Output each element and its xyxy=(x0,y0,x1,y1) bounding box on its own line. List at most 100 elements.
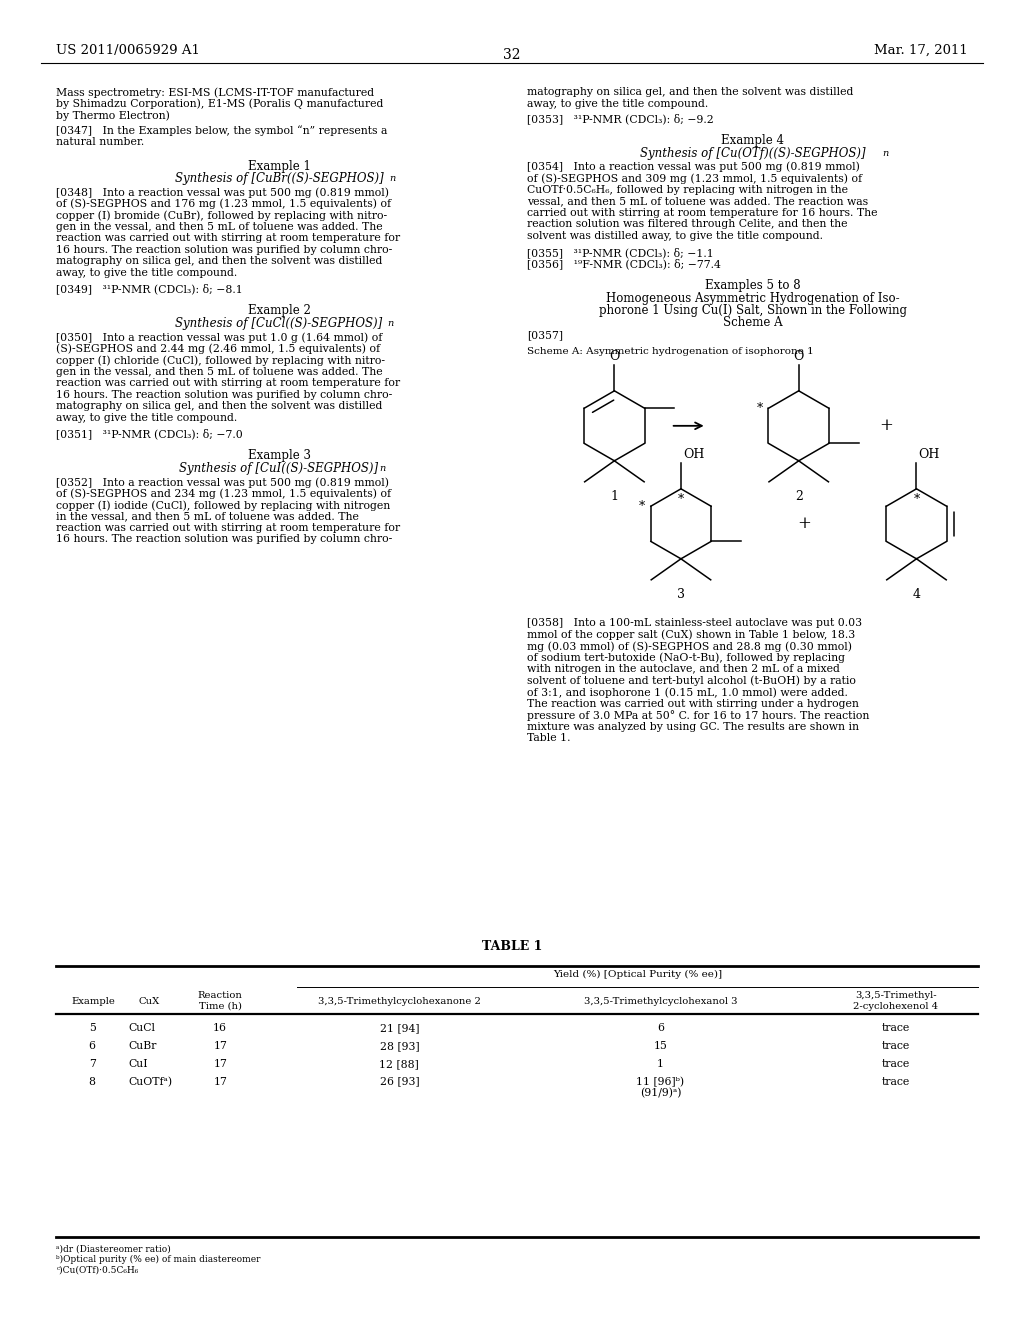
Text: with nitrogen in the autoclave, and then 2 mL of a mixed: with nitrogen in the autoclave, and then… xyxy=(527,664,841,675)
Text: n: n xyxy=(389,174,395,183)
Text: 21 [94]: 21 [94] xyxy=(380,1023,419,1034)
Text: [0356]   ¹⁹F-NMR (CDCl₃): δ; −77.4: [0356] ¹⁹F-NMR (CDCl₃): δ; −77.4 xyxy=(527,259,721,269)
Text: 12 [88]: 12 [88] xyxy=(380,1059,419,1069)
Text: of sodium tert-butoxide (NaO-t-Bu), followed by replacing: of sodium tert-butoxide (NaO-t-Bu), foll… xyxy=(527,653,846,664)
Text: [0355]   ³¹P-NMR (CDCl₃): δ; −1.1: [0355] ³¹P-NMR (CDCl₃): δ; −1.1 xyxy=(527,247,714,257)
Text: Examples 5 to 8: Examples 5 to 8 xyxy=(705,279,801,292)
Text: n: n xyxy=(387,319,393,329)
Text: 3: 3 xyxy=(677,589,685,602)
Text: +: + xyxy=(879,417,893,434)
Text: OH: OH xyxy=(683,447,705,461)
Text: trace: trace xyxy=(882,1023,910,1034)
Text: Example 1: Example 1 xyxy=(248,160,310,173)
Text: 2: 2 xyxy=(795,490,803,503)
Text: ᵃ)dr (Diastereomer ratio): ᵃ)dr (Diastereomer ratio) xyxy=(56,1245,171,1254)
Text: *: * xyxy=(678,492,684,506)
Text: 5: 5 xyxy=(89,1023,95,1034)
Text: (91/9)ᵃ): (91/9)ᵃ) xyxy=(640,1088,681,1098)
Text: Example 2: Example 2 xyxy=(248,305,310,318)
Text: Reaction: Reaction xyxy=(198,991,243,1001)
Text: CuX: CuX xyxy=(138,997,160,1006)
Text: 3,3,5-Trimethylcyclohexanol 3: 3,3,5-Trimethylcyclohexanol 3 xyxy=(584,997,737,1006)
Text: Synthesis of [CuCl((S)-SEGPHOS)]: Synthesis of [CuCl((S)-SEGPHOS)] xyxy=(175,317,383,330)
Text: Table 1.: Table 1. xyxy=(527,734,570,743)
Text: 2-cyclohexenol 4: 2-cyclohexenol 4 xyxy=(853,1002,939,1011)
Text: pressure of 3.0 MPa at 50° C. for 16 to 17 hours. The reaction: pressure of 3.0 MPa at 50° C. for 16 to … xyxy=(527,710,869,721)
Text: OH: OH xyxy=(919,447,940,461)
Text: 1: 1 xyxy=(610,490,618,503)
Text: away, to give the title compound.: away, to give the title compound. xyxy=(56,268,238,277)
Text: 28 [93]: 28 [93] xyxy=(380,1041,419,1051)
Text: vessal, and then 5 mL of toluene was added. The reaction was: vessal, and then 5 mL of toluene was add… xyxy=(527,197,868,206)
Text: Yield (%) [Optical Purity (% ee)]: Yield (%) [Optical Purity (% ee)] xyxy=(553,970,722,979)
Text: *: * xyxy=(639,500,645,513)
Text: 3,3,5-Trimethyl-: 3,3,5-Trimethyl- xyxy=(855,991,937,1001)
Text: CuOTfᵃ): CuOTfᵃ) xyxy=(128,1077,172,1086)
Text: 6: 6 xyxy=(657,1023,664,1034)
Text: 26 [93]: 26 [93] xyxy=(380,1077,419,1086)
Text: 15: 15 xyxy=(653,1041,668,1051)
Text: natural number.: natural number. xyxy=(56,136,144,147)
Text: *: * xyxy=(758,401,764,414)
Text: n: n xyxy=(379,465,385,473)
Text: 8: 8 xyxy=(89,1077,95,1086)
Text: Example 4: Example 4 xyxy=(721,135,784,148)
Text: Homogeneous Asymmetric Hydrogenation of Iso-: Homogeneous Asymmetric Hydrogenation of … xyxy=(606,292,899,305)
Text: +: + xyxy=(797,515,811,532)
Text: gen in the vessal, and then 5 mL of toluene was added. The: gen in the vessal, and then 5 mL of tolu… xyxy=(56,222,383,232)
Text: away, to give the title compound.: away, to give the title compound. xyxy=(56,413,238,422)
Text: in the vessal, and then 5 mL of toluene was added. The: in the vessal, and then 5 mL of toluene … xyxy=(56,511,359,521)
Text: of (S)-SEGPHOS and 309 mg (1.23 mmol, 1.5 equivalents) of: of (S)-SEGPHOS and 309 mg (1.23 mmol, 1.… xyxy=(527,173,862,183)
Text: 16 hours. The reaction solution was purified by column chro-: 16 hours. The reaction solution was puri… xyxy=(56,535,392,544)
Text: trace: trace xyxy=(882,1077,910,1086)
Text: [0353]   ³¹P-NMR (CDCl₃): δ; −9.2: [0353] ³¹P-NMR (CDCl₃): δ; −9.2 xyxy=(527,114,714,124)
Text: *: * xyxy=(913,492,920,506)
Text: Example 3: Example 3 xyxy=(248,449,310,462)
Text: (S)-SEGPHOS and 2.44 mg (2.46 mmol, 1.5 equivalents) of: (S)-SEGPHOS and 2.44 mg (2.46 mmol, 1.5 … xyxy=(56,343,381,354)
Text: 7: 7 xyxy=(89,1059,95,1069)
Text: n: n xyxy=(883,149,889,158)
Text: The reaction was carried out with stirring under a hydrogen: The reaction was carried out with stirri… xyxy=(527,698,859,709)
Text: CuCl: CuCl xyxy=(128,1023,155,1034)
Text: 17: 17 xyxy=(213,1059,227,1069)
Text: CuBr: CuBr xyxy=(128,1041,157,1051)
Text: 11 [96]ᵇ): 11 [96]ᵇ) xyxy=(637,1077,684,1086)
Text: Scheme A: Scheme A xyxy=(723,315,782,329)
Text: 3,3,5-Trimethylcyclohexanone 2: 3,3,5-Trimethylcyclohexanone 2 xyxy=(317,997,481,1006)
Text: [0347]   In the Examples below, the symbol “n” represents a: [0347] In the Examples below, the symbol… xyxy=(56,125,388,136)
Text: 6: 6 xyxy=(89,1041,95,1051)
Text: Synthesis of [CuBr((S)-SEGPHOS)]: Synthesis of [CuBr((S)-SEGPHOS)] xyxy=(175,172,383,185)
Text: [0350]   Into a reaction vessal was put 1.0 g (1.64 mmol) of: [0350] Into a reaction vessal was put 1.… xyxy=(56,333,383,343)
Text: matography on silica gel, and then the solvent was distilled: matography on silica gel, and then the s… xyxy=(527,87,854,98)
Text: [0354]   Into a reaction vessal was put 500 mg (0.819 mmol): [0354] Into a reaction vessal was put 50… xyxy=(527,162,860,173)
Text: 1: 1 xyxy=(657,1059,664,1069)
Text: US 2011/0065929 A1: US 2011/0065929 A1 xyxy=(56,44,201,57)
Text: 16: 16 xyxy=(213,1023,227,1034)
Text: copper (I) bromide (CuBr), followed by replacing with nitro-: copper (I) bromide (CuBr), followed by r… xyxy=(56,210,387,220)
Text: mmol of the copper salt (CuX) shown in Table 1 below, 18.3: mmol of the copper salt (CuX) shown in T… xyxy=(527,630,856,640)
Text: 32: 32 xyxy=(503,49,521,62)
Text: [0351]   ³¹P-NMR (CDCl₃): δ; −7.0: [0351] ³¹P-NMR (CDCl₃): δ; −7.0 xyxy=(56,429,243,440)
Text: trace: trace xyxy=(882,1041,910,1051)
Text: ᵇ)Optical purity (% ee) of main diastereomer: ᵇ)Optical purity (% ee) of main diastere… xyxy=(56,1255,261,1265)
Text: [0358]   Into a 100-mL stainless-steel autoclave was put 0.03: [0358] Into a 100-mL stainless-steel aut… xyxy=(527,618,862,628)
Text: gen in the vessal, and then 5 mL of toluene was added. The: gen in the vessal, and then 5 mL of tolu… xyxy=(56,367,383,376)
Text: mg (0.03 mmol) of (S)-SEGPHOS and 28.8 mg (0.30 mmol): mg (0.03 mmol) of (S)-SEGPHOS and 28.8 m… xyxy=(527,642,852,652)
Text: 16 hours. The reaction solution was purified by column chro-: 16 hours. The reaction solution was puri… xyxy=(56,389,392,400)
Text: CuI: CuI xyxy=(128,1059,147,1069)
Text: Mar. 17, 2011: Mar. 17, 2011 xyxy=(873,44,968,57)
Text: ᶜ)Cu(OTf)·0.5C₆H₆: ᶜ)Cu(OTf)·0.5C₆H₆ xyxy=(56,1266,138,1275)
Text: reaction was carried out with stirring at room temperature for: reaction was carried out with stirring a… xyxy=(56,378,400,388)
Text: of 3:1, and isophorone 1 (0.15 mL, 1.0 mmol) were added.: of 3:1, and isophorone 1 (0.15 mL, 1.0 m… xyxy=(527,688,848,698)
Text: O: O xyxy=(794,350,804,363)
Text: copper (I) iodide (CuCl), followed by replacing with nitrogen: copper (I) iodide (CuCl), followed by re… xyxy=(56,500,390,511)
Text: by Thermo Electron): by Thermo Electron) xyxy=(56,110,170,120)
Text: 17: 17 xyxy=(213,1041,227,1051)
Text: 16 hours. The reaction solution was purified by column chro-: 16 hours. The reaction solution was puri… xyxy=(56,244,392,255)
Text: Time (h): Time (h) xyxy=(199,1002,242,1010)
Text: of (S)-SEGPHOS and 176 mg (1.23 mmol, 1.5 equivalents) of: of (S)-SEGPHOS and 176 mg (1.23 mmol, 1.… xyxy=(56,199,391,210)
Text: Synthesis of [CuI((S)-SEGPHOS)]: Synthesis of [CuI((S)-SEGPHOS)] xyxy=(179,462,379,475)
Text: [0349]   ³¹P-NMR (CDCl₃): δ; −8.1: [0349] ³¹P-NMR (CDCl₃): δ; −8.1 xyxy=(56,284,243,294)
Text: trace: trace xyxy=(882,1059,910,1069)
Text: CuOTf·0.5C₆H₆, followed by replacing with nitrogen in the: CuOTf·0.5C₆H₆, followed by replacing wit… xyxy=(527,185,848,195)
